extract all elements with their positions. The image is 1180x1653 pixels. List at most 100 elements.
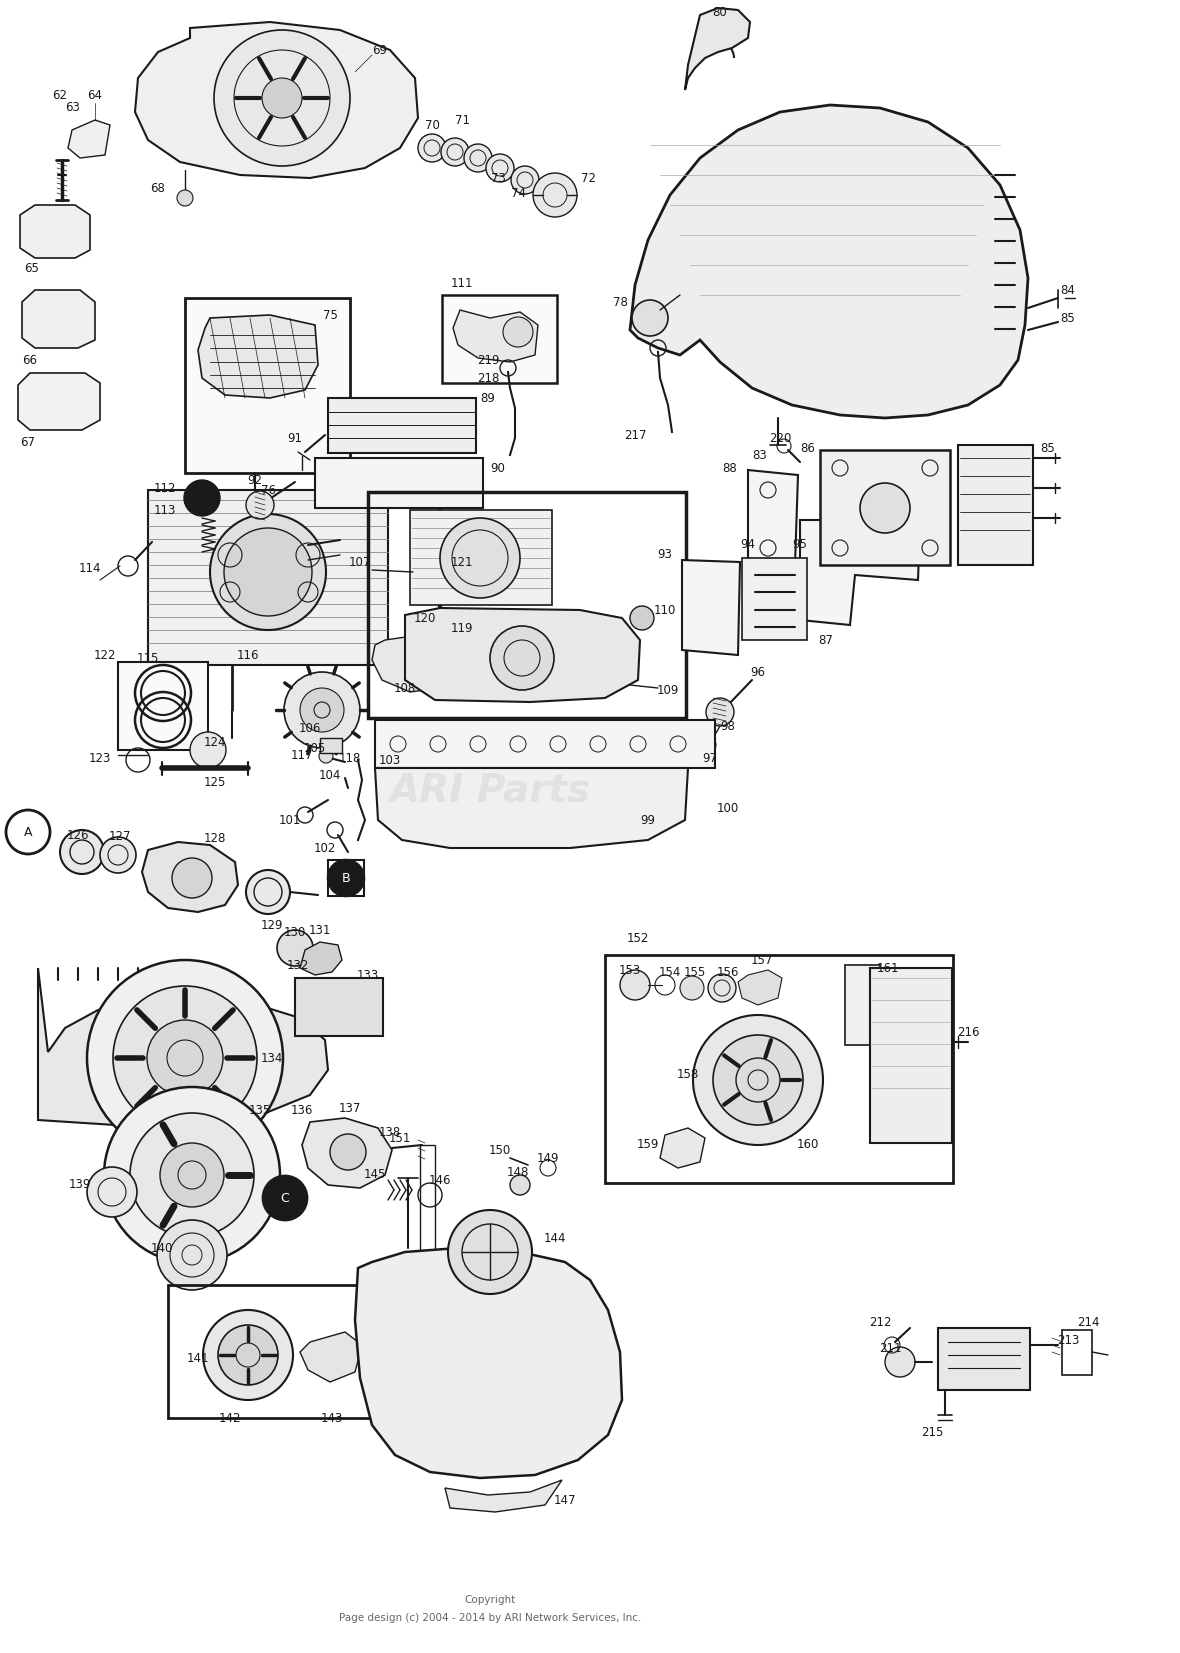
Text: 83: 83 bbox=[753, 448, 767, 461]
Circle shape bbox=[172, 858, 212, 898]
Text: 142: 142 bbox=[218, 1412, 241, 1425]
Polygon shape bbox=[38, 969, 328, 1126]
Polygon shape bbox=[300, 1332, 362, 1382]
Text: 154: 154 bbox=[658, 965, 681, 979]
Text: 73: 73 bbox=[491, 172, 505, 185]
Circle shape bbox=[510, 1175, 530, 1195]
Text: 218: 218 bbox=[477, 372, 499, 385]
Text: 109: 109 bbox=[657, 683, 680, 696]
Circle shape bbox=[262, 78, 302, 117]
Text: 80: 80 bbox=[713, 5, 727, 18]
Text: 100: 100 bbox=[717, 802, 739, 815]
Text: 152: 152 bbox=[627, 932, 649, 944]
Text: 139: 139 bbox=[68, 1179, 91, 1192]
Text: 123: 123 bbox=[88, 752, 111, 764]
Text: 66: 66 bbox=[22, 354, 38, 367]
Bar bbox=[605, 955, 953, 1184]
Text: 121: 121 bbox=[451, 555, 473, 569]
Circle shape bbox=[860, 483, 910, 532]
Polygon shape bbox=[302, 1117, 392, 1189]
Text: 71: 71 bbox=[454, 114, 470, 127]
Text: 84: 84 bbox=[1061, 284, 1075, 296]
Text: 132: 132 bbox=[287, 959, 309, 972]
Text: 156: 156 bbox=[716, 965, 739, 979]
Text: 63: 63 bbox=[66, 101, 80, 114]
Text: 68: 68 bbox=[151, 182, 165, 195]
Polygon shape bbox=[686, 8, 750, 89]
Circle shape bbox=[440, 517, 520, 598]
Text: A: A bbox=[24, 825, 32, 838]
Text: 140: 140 bbox=[151, 1241, 173, 1255]
Circle shape bbox=[87, 960, 283, 1155]
Text: 147: 147 bbox=[553, 1494, 576, 1506]
Text: 130: 130 bbox=[284, 926, 306, 939]
Text: 155: 155 bbox=[684, 965, 706, 979]
Text: 220: 220 bbox=[769, 431, 791, 445]
Circle shape bbox=[708, 974, 736, 1002]
Circle shape bbox=[490, 626, 553, 689]
Text: 92: 92 bbox=[248, 473, 262, 486]
Circle shape bbox=[418, 134, 446, 162]
Polygon shape bbox=[20, 205, 90, 258]
Text: 131: 131 bbox=[309, 924, 332, 937]
Bar bbox=[409, 511, 552, 605]
Text: 219: 219 bbox=[477, 354, 499, 367]
Text: 214: 214 bbox=[1076, 1316, 1100, 1329]
Circle shape bbox=[620, 970, 650, 1000]
Text: 211: 211 bbox=[879, 1342, 902, 1354]
Circle shape bbox=[300, 688, 345, 732]
Text: 75: 75 bbox=[322, 309, 337, 321]
Text: 115: 115 bbox=[137, 651, 159, 665]
Circle shape bbox=[224, 527, 312, 617]
Text: Copyright: Copyright bbox=[465, 1595, 516, 1605]
Text: 148: 148 bbox=[507, 1165, 529, 1179]
Text: 217: 217 bbox=[624, 428, 647, 441]
Polygon shape bbox=[800, 521, 920, 625]
Text: 105: 105 bbox=[304, 742, 326, 754]
Bar bbox=[375, 721, 715, 769]
Text: C: C bbox=[281, 1192, 289, 1205]
Bar bbox=[870, 969, 952, 1142]
Text: 117: 117 bbox=[290, 749, 313, 762]
Circle shape bbox=[148, 1020, 223, 1096]
Text: 137: 137 bbox=[339, 1101, 361, 1114]
Text: 161: 161 bbox=[877, 962, 899, 975]
Circle shape bbox=[680, 975, 704, 1000]
Text: 99: 99 bbox=[641, 813, 656, 826]
Circle shape bbox=[713, 1035, 804, 1126]
Text: 125: 125 bbox=[204, 775, 227, 788]
Text: 134: 134 bbox=[261, 1051, 283, 1065]
Text: 150: 150 bbox=[489, 1144, 511, 1157]
Bar bbox=[168, 1284, 380, 1418]
Text: 118: 118 bbox=[339, 752, 361, 764]
Text: 149: 149 bbox=[537, 1152, 559, 1164]
Text: 93: 93 bbox=[657, 549, 673, 562]
Polygon shape bbox=[22, 289, 96, 349]
Text: 111: 111 bbox=[451, 276, 473, 289]
Text: 151: 151 bbox=[389, 1132, 411, 1144]
Text: 128: 128 bbox=[204, 831, 227, 845]
Text: 213: 213 bbox=[1057, 1334, 1080, 1347]
Circle shape bbox=[87, 1167, 137, 1217]
Text: 74: 74 bbox=[511, 187, 525, 200]
Text: 96: 96 bbox=[750, 666, 766, 678]
Bar bbox=[118, 661, 208, 750]
Bar bbox=[295, 979, 384, 1036]
Text: 70: 70 bbox=[425, 119, 439, 132]
Text: 157: 157 bbox=[750, 954, 773, 967]
Circle shape bbox=[113, 985, 257, 1131]
Circle shape bbox=[104, 1088, 280, 1263]
Text: 146: 146 bbox=[428, 1174, 451, 1187]
Text: 72: 72 bbox=[581, 172, 596, 185]
Bar bbox=[742, 559, 807, 640]
Circle shape bbox=[277, 931, 313, 965]
Polygon shape bbox=[405, 608, 640, 703]
Bar bbox=[958, 445, 1032, 565]
Text: 91: 91 bbox=[288, 431, 302, 445]
Bar bbox=[442, 294, 557, 383]
Text: 129: 129 bbox=[261, 919, 283, 932]
Text: 107: 107 bbox=[349, 555, 372, 569]
Text: 215: 215 bbox=[920, 1425, 943, 1438]
Polygon shape bbox=[198, 316, 317, 398]
Text: 133: 133 bbox=[356, 969, 379, 982]
